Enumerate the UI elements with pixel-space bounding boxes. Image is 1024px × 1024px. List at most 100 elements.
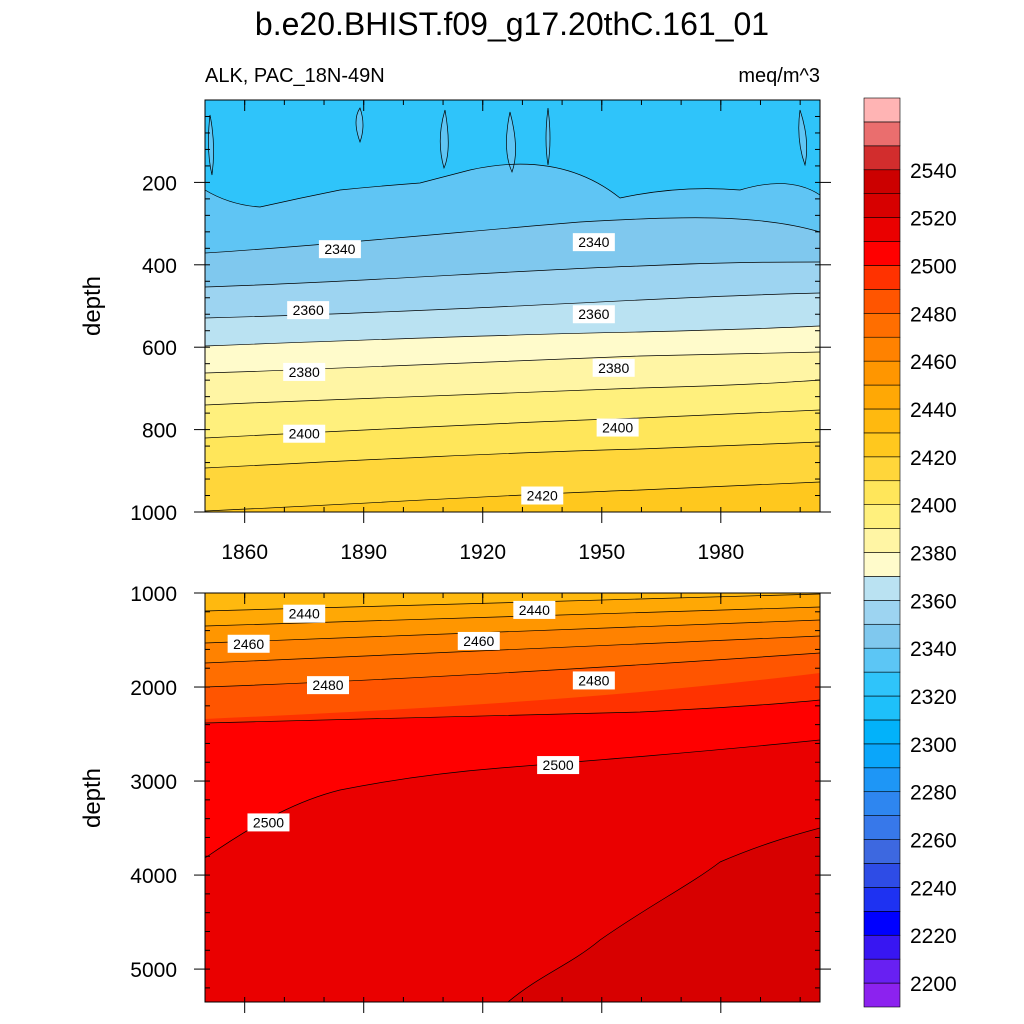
colorbar-swatch — [863, 911, 901, 936]
colorbar-tick-label: 2500 — [910, 255, 957, 278]
colorbar-swatch — [863, 719, 901, 745]
contour-label-box — [572, 671, 615, 690]
contour-label-text: 2400 — [289, 426, 320, 442]
contour-label-box — [247, 813, 290, 832]
colorbar-tick-label: 2480 — [910, 303, 957, 326]
x-tick-label: 1950 — [578, 541, 625, 564]
y-tick-label: 400 — [142, 255, 177, 278]
colorbar-swatch — [863, 480, 901, 505]
contour-label-box — [307, 676, 349, 695]
y-tick-label: 3000 — [130, 771, 177, 794]
colorbar-swatch — [863, 839, 901, 864]
colorbar-tick-label: 2400 — [910, 495, 957, 518]
colorbar-tick-label: 2200 — [910, 973, 957, 996]
contour-label-text: 2460 — [233, 636, 264, 652]
colorbar-swatch — [863, 623, 901, 649]
band-2430-2440 — [205, 482, 820, 512]
upper-frame — [204, 99, 821, 513]
y-tick-label: 1000 — [130, 583, 177, 606]
contour-label-box — [227, 634, 270, 653]
contour-label: 2440 — [283, 604, 326, 623]
contour-label: 2380 — [283, 362, 326, 381]
colorbar-swatch — [863, 671, 901, 697]
y-tick-label: 800 — [142, 420, 177, 443]
contour-label-box — [283, 604, 326, 623]
colorbar-swatch — [863, 456, 901, 482]
contour-label-text: 2500 — [253, 814, 284, 830]
contour-label: 2360 — [287, 301, 330, 320]
colorbar-swatch — [863, 312, 901, 338]
upper-y-axis-label: depth — [79, 276, 106, 336]
contour-label: 2380 — [592, 358, 635, 377]
contour-label-text: 2380 — [289, 364, 320, 380]
colorbar-swatch — [863, 241, 901, 266]
colorbar-swatch — [863, 647, 901, 673]
contour-label: 2360 — [572, 305, 615, 324]
colorbar-tick-label: 2240 — [910, 877, 957, 900]
colorbar-tick-label: 2340 — [910, 638, 957, 661]
colorbar-swatch — [863, 695, 901, 721]
colorbar-tick-label: 2280 — [910, 782, 957, 805]
colorbar-swatch — [863, 887, 901, 912]
x-tick-label: 1860 — [221, 541, 268, 564]
colorbar-swatch — [863, 982, 901, 1008]
colorbar-swatch — [863, 145, 901, 171]
upper-contour-fill — [205, 100, 820, 512]
contour-label-box — [537, 756, 580, 775]
colorbar-tick-label: 2380 — [910, 543, 957, 566]
lower-y-axis-label: depth — [79, 768, 106, 828]
colorbar-tick-label: 2300 — [910, 734, 957, 757]
contour-label-box — [521, 486, 564, 505]
colorbar-tick-label: 2360 — [910, 590, 957, 613]
colorbar-tick-label: 2440 — [910, 399, 957, 422]
colorbar-tick-label: 2540 — [910, 160, 957, 183]
colorbar-swatch — [863, 265, 901, 290]
colorbar-swatch — [863, 336, 901, 362]
contour-label-text: 2380 — [598, 360, 629, 376]
colorbar-swatch — [863, 121, 901, 147]
contour-label: 2480 — [307, 676, 349, 695]
colorbar-swatch — [863, 743, 901, 769]
contour-label: 2340 — [318, 240, 361, 259]
contour-label: 2420 — [521, 486, 564, 505]
colorbar-tick-label: 2320 — [910, 686, 957, 709]
contour-label-box — [513, 600, 556, 619]
colorbar: 2200 2220 2240 2260 2280 2300 2320 2340 2360 2380… — [863, 97, 957, 1008]
contour-label-text: 2480 — [578, 672, 609, 688]
contour-label-box — [572, 305, 615, 324]
band-2530-2540 — [508, 828, 820, 1002]
colorbar-swatch — [863, 576, 901, 601]
colorbar-tick-label: 2460 — [910, 351, 957, 374]
units-label: meq/m^3 — [738, 65, 820, 87]
contour-label-box — [592, 358, 635, 377]
x-tick-label: 1980 — [697, 541, 744, 564]
colorbar-swatch — [863, 863, 901, 888]
colorbar-swatch — [863, 958, 901, 984]
contour-label-text: 2360 — [293, 302, 324, 318]
colorbar-swatch — [863, 767, 901, 793]
colorbar-swatch — [863, 289, 901, 314]
x-tick-label: 1920 — [459, 541, 506, 564]
y-tick-label: 600 — [142, 337, 177, 360]
colorbar-swatch — [863, 97, 901, 123]
y-tick-label: 4000 — [130, 865, 177, 888]
lower-contour-labels: 2440 2440 2460 2460 2480 2480 2500 2500 — [227, 600, 615, 832]
colorbar-swatch — [863, 217, 901, 242]
colorbar-swatch — [863, 193, 901, 218]
contour-label-box — [572, 233, 615, 252]
contour-label-box — [283, 424, 326, 443]
contour-label: 2400 — [283, 424, 326, 443]
colorbar-swatch — [863, 384, 901, 410]
contour-label-box — [318, 240, 361, 259]
contour-label: 2480 — [572, 671, 615, 690]
y-tick-label: 5000 — [130, 959, 177, 982]
lower-frame — [204, 592, 821, 1003]
y-tick-label: 200 — [142, 172, 177, 195]
contour-label-text: 2440 — [289, 606, 320, 622]
contour-label-text: 2400 — [602, 420, 633, 436]
colorbar-swatch — [863, 815, 901, 840]
band-2340-2350-patches — [208, 108, 807, 175]
colorbar-swatch — [863, 528, 901, 553]
y-tick-label: 2000 — [130, 677, 177, 700]
contour-label-text: 2420 — [527, 488, 558, 504]
